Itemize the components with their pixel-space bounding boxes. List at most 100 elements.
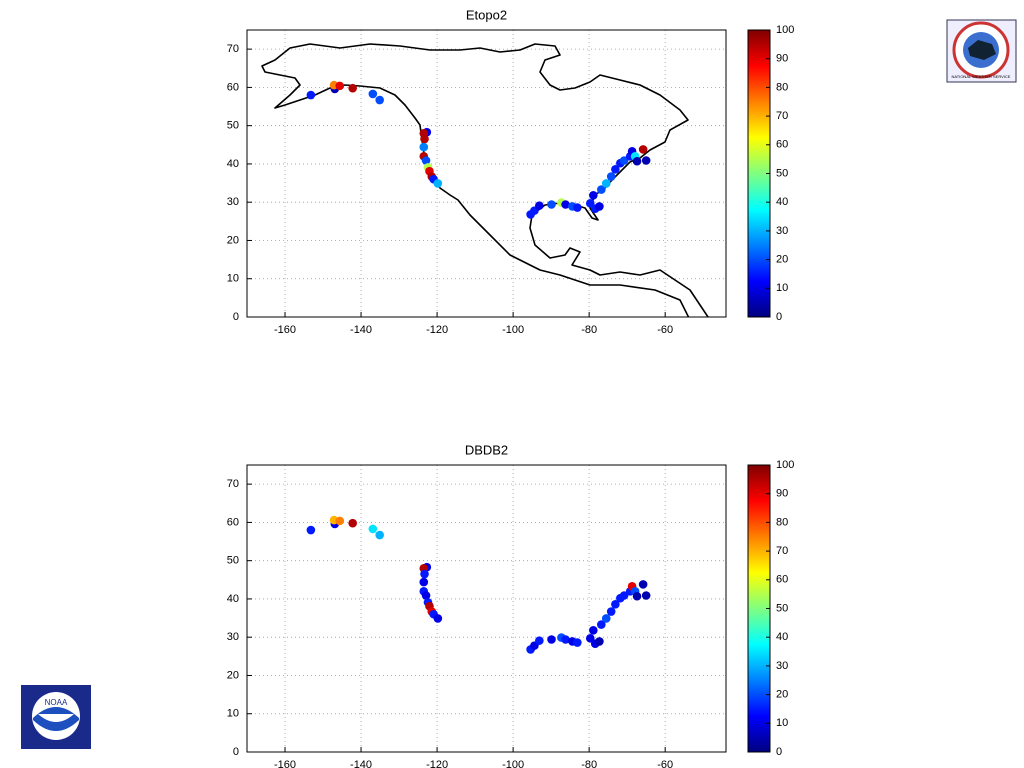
x-tick-label: -80 — [581, 324, 597, 336]
point — [348, 518, 357, 528]
point — [619, 156, 629, 165]
colorbar-tick-label: 50 — [776, 602, 788, 614]
noaa-logo: NOAA — [21, 685, 91, 749]
y-tick-label: 60 — [227, 81, 239, 93]
y-tick-label: 0 — [233, 311, 239, 323]
y-tick-label: 50 — [227, 555, 239, 567]
point — [433, 179, 443, 188]
x-tick-label: -120 — [426, 759, 448, 768]
x-tick-label: -160 — [274, 324, 296, 336]
x-tick-label: -100 — [502, 759, 524, 768]
point — [597, 185, 606, 194]
point — [632, 591, 642, 601]
point — [597, 620, 606, 629]
y-tick-label: 30 — [227, 631, 239, 643]
y-tick-label: 10 — [227, 708, 239, 720]
point — [589, 191, 598, 200]
colorbar-tick-label: 30 — [776, 660, 788, 672]
plot-area — [247, 30, 726, 317]
colorbar-tick-label: 40 — [776, 196, 788, 208]
point — [433, 614, 443, 623]
point — [368, 524, 378, 534]
point — [573, 638, 582, 647]
chart-title: DBDB2 — [465, 442, 508, 457]
point — [419, 577, 429, 587]
colorbar-tick-label: 90 — [776, 53, 788, 65]
y-tick-label: 60 — [227, 516, 239, 528]
y-tick-label: 0 — [233, 746, 239, 758]
nws-logo: NATIONAL WEATHER SERVICE — [946, 19, 1017, 83]
colorbar-tick-label: 70 — [776, 545, 788, 557]
point — [306, 525, 316, 535]
point — [638, 580, 648, 589]
point — [335, 81, 345, 91]
nws-logo-text: NATIONAL WEATHER SERVICE — [952, 74, 1011, 79]
colorbar-tick-label: 60 — [776, 574, 788, 586]
colorbar-tick-label: 100 — [776, 459, 794, 471]
point — [421, 591, 431, 600]
point — [641, 156, 651, 165]
point — [368, 89, 378, 99]
colorbar-tick-label: 100 — [776, 24, 794, 36]
noaa-logo-text: NOAA — [45, 698, 68, 707]
point — [589, 626, 598, 635]
point — [638, 145, 648, 154]
point — [306, 90, 316, 100]
chart-title: Etopo2 — [466, 7, 507, 22]
point — [547, 635, 556, 644]
colorbar-tick-label: 0 — [776, 311, 782, 323]
colorbar-tick-label: 10 — [776, 717, 788, 729]
x-tick-label: -60 — [657, 324, 673, 336]
point — [595, 637, 604, 646]
y-tick-label: 20 — [227, 234, 239, 246]
y-tick-label: 40 — [227, 593, 239, 605]
y-tick-label: 50 — [227, 120, 239, 132]
x-tick-label: -120 — [426, 324, 448, 336]
colorbar-tick-label: 90 — [776, 488, 788, 500]
colorbar-tick-label: 10 — [776, 282, 788, 294]
x-tick-label: -100 — [502, 324, 524, 336]
point — [595, 202, 604, 211]
point — [606, 172, 616, 181]
colorbar-tick-label: 20 — [776, 689, 788, 701]
point — [606, 607, 616, 616]
plot-frame — [246, 464, 727, 753]
point — [535, 636, 544, 645]
point — [561, 635, 570, 644]
colorbar-tick-label: 20 — [776, 254, 788, 266]
point — [419, 142, 429, 152]
point — [375, 95, 384, 105]
point — [641, 591, 651, 600]
point — [547, 200, 556, 209]
point — [561, 200, 570, 209]
x-tick-label: -60 — [657, 759, 673, 768]
point — [420, 569, 429, 579]
x-tick-label: -160 — [274, 759, 296, 768]
y-tick-label: 20 — [227, 669, 239, 681]
colorbar-tick-label: 80 — [776, 516, 788, 528]
point — [601, 179, 611, 188]
point — [421, 156, 431, 165]
x-tick-label: -80 — [581, 759, 597, 768]
point — [375, 530, 384, 540]
point — [348, 83, 357, 93]
y-tick-label: 40 — [227, 158, 239, 170]
colorbar-tick-label: 50 — [776, 167, 788, 179]
colorbar-tick-label: 30 — [776, 225, 788, 237]
x-tick-label: -140 — [350, 324, 372, 336]
point — [632, 156, 642, 166]
point — [611, 164, 620, 174]
colorbar-tick-label: 70 — [776, 110, 788, 122]
point — [619, 591, 629, 600]
point — [611, 599, 620, 609]
y-tick-label: 70 — [227, 43, 239, 55]
colorbar-tick-label: 0 — [776, 746, 782, 758]
colorbar-tick-label: 60 — [776, 139, 788, 151]
x-tick-label: -140 — [350, 759, 372, 768]
y-tick-label: 30 — [227, 196, 239, 208]
point — [573, 203, 582, 212]
point — [601, 614, 611, 623]
point — [420, 134, 429, 144]
colorbar-tick-label: 80 — [776, 81, 788, 93]
